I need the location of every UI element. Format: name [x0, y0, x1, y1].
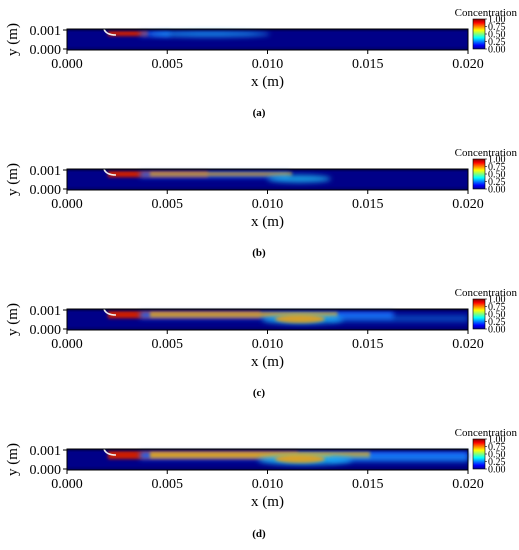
concentration-field	[67, 448, 468, 470]
inlet-nozzle	[103, 168, 117, 176]
colorbar-title: Concentration	[455, 287, 518, 299]
x-tick-label: 0.010	[252, 337, 284, 352]
x-tick-label: 0.015	[352, 337, 384, 352]
colorbar	[472, 18, 486, 50]
colorbar-tick-label: 1.00	[488, 435, 506, 446]
y-tick-label: 0.001	[30, 164, 62, 179]
y-tick-label: 0.000	[30, 463, 62, 478]
inlet-nozzle	[103, 448, 117, 456]
inlet-nozzle	[103, 308, 117, 316]
x-axis-label: x (m)	[251, 214, 284, 230]
colorbar	[472, 298, 486, 330]
x-tick-label: 0.010	[252, 57, 284, 72]
colorbar-tick-label: 0.50	[488, 450, 506, 461]
y-tick-label: 0.001	[30, 24, 62, 39]
x-tick-label: 0.005	[152, 477, 184, 492]
x-tick-label: 0.000	[51, 57, 83, 72]
colorbar-tick-label: 0.75	[488, 22, 506, 33]
field-shading	[67, 309, 468, 330]
x-tick-label: 0.020	[452, 197, 484, 212]
panel-caption: (d)	[252, 528, 266, 540]
x-tick-label: 0.015	[352, 57, 384, 72]
x-tick-label: 0.015	[352, 477, 384, 492]
x-axis-label: x (m)	[251, 494, 284, 510]
y-tick-label: 0.001	[30, 304, 62, 319]
colorbar-tick-label: 1.00	[488, 15, 506, 26]
y-tick-label: 0.000	[30, 323, 62, 338]
x-tick-label: 0.005	[152, 57, 184, 72]
x-tick-label: 0.020	[452, 477, 484, 492]
colorbar-title: Concentration	[455, 7, 518, 19]
field-shading	[67, 29, 468, 50]
colorbar-title: Concentration	[455, 147, 518, 159]
x-tick-label: 0.010	[252, 477, 284, 492]
x-tick-label: 0.010	[252, 197, 284, 212]
x-axis-label: x (m)	[251, 74, 284, 90]
colorbar-tick-label: 0.25	[488, 177, 506, 188]
colorbar-tick-label: 0.75	[488, 162, 506, 173]
y-tick-label: 0.000	[30, 183, 62, 198]
concentration-field	[67, 28, 468, 50]
colorbar-tick-label: 0.00	[488, 185, 506, 196]
concentration-field	[67, 308, 468, 330]
inlet-nozzle	[103, 28, 117, 36]
colorbar-tick-label: 0.00	[488, 45, 506, 56]
x-tick-label: 0.000	[51, 337, 83, 352]
colorbar-tick-label: 1.00	[488, 155, 506, 166]
colorbar-tick-label: 0.00	[488, 465, 506, 476]
field-shading	[67, 449, 468, 470]
x-tick-label: 0.000	[51, 197, 83, 212]
colorbar-tick-label: 0.75	[488, 302, 506, 313]
x-tick-label: 0.015	[352, 197, 384, 212]
x-tick-label: 0.005	[152, 337, 184, 352]
panel-caption: (a)	[253, 107, 266, 119]
y-tick-label: 0.000	[30, 43, 62, 58]
y-axis-label: y (m)	[5, 303, 21, 336]
x-tick-label: 0.005	[152, 197, 184, 212]
colorbar	[472, 158, 486, 190]
y-axis-label: y (m)	[5, 163, 21, 196]
x-axis-label: x (m)	[251, 354, 284, 370]
y-axis-label: y (m)	[5, 23, 21, 56]
y-axis-label: y (m)	[5, 443, 21, 476]
panel-caption: (c)	[253, 387, 266, 399]
colorbar-tick-label: 0.25	[488, 457, 506, 468]
colorbar-tick-label: 0.25	[488, 37, 506, 48]
colorbar-tick-label: 0.00	[488, 325, 506, 336]
colorbar-tick-label: 0.50	[488, 310, 506, 321]
colorbar-title: Concentration	[455, 427, 518, 439]
x-tick-label: 0.000	[51, 477, 83, 492]
colorbar-tick-label: 0.50	[488, 170, 506, 181]
y-tick-label: 0.001	[30, 444, 62, 459]
colorbar	[472, 438, 486, 470]
colorbar-tick-label: 1.00	[488, 295, 506, 306]
panel-caption: (b)	[252, 247, 266, 259]
colorbar-tick-label: 0.25	[488, 317, 506, 328]
field-shading	[67, 169, 468, 190]
colorbar-tick-label: 0.50	[488, 30, 506, 41]
x-tick-label: 0.020	[452, 57, 484, 72]
colorbar-tick-label: 0.75	[488, 442, 506, 453]
x-tick-label: 0.020	[452, 337, 484, 352]
concentration-field	[67, 168, 468, 190]
